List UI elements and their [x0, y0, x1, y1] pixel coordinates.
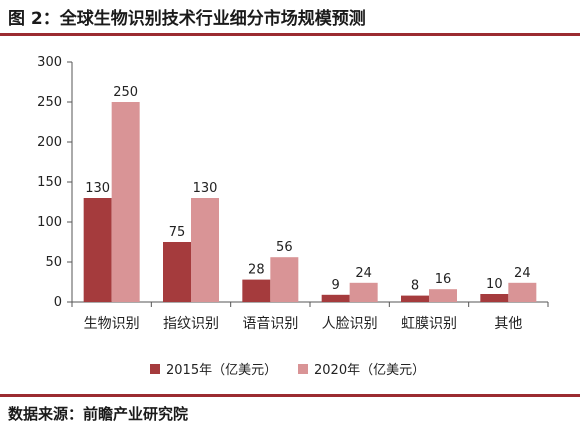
data-label: 28	[248, 263, 265, 278]
bar-2015	[401, 295, 429, 302]
x-category-label: 语音识别	[242, 315, 298, 332]
bar-2020	[111, 102, 140, 302]
bar-2020	[508, 282, 537, 302]
data-label: 10	[486, 277, 503, 292]
y-tick-label: 250	[37, 95, 62, 110]
data-label: 250	[113, 85, 138, 100]
bar-2015	[242, 279, 271, 302]
legend-label: 2020年（亿美元）	[314, 363, 425, 378]
data-label: 130	[193, 181, 218, 196]
labels-layer: 130 250 75 130 28 56 9 24 8 16 10 24	[85, 85, 530, 294]
x-category-label: 其他	[494, 316, 522, 332]
bar-2020	[429, 289, 457, 302]
data-label: 75	[169, 225, 186, 240]
source-rule	[0, 394, 580, 397]
x-category-label: 虹膜识别	[401, 316, 457, 332]
y-tick-label: 0	[54, 295, 62, 310]
source-note: 数据来源：前瞻产业研究院	[8, 405, 189, 423]
bar-2015	[321, 294, 350, 302]
bar-2020	[191, 198, 219, 302]
bar-2015	[83, 198, 112, 302]
legend: 2015年（亿美元） 2020年（亿美元）	[150, 363, 425, 378]
y-tick-label: 200	[37, 135, 62, 150]
data-label: 8	[411, 279, 419, 294]
data-label: 130	[85, 181, 110, 196]
data-label: 56	[276, 240, 293, 255]
y-tick-label: 50	[45, 255, 62, 270]
data-label: 24	[355, 266, 372, 281]
bars-layer	[83, 102, 537, 302]
y-tick-label: 150	[37, 175, 62, 190]
data-label: 9	[332, 278, 340, 293]
bar-2020	[349, 282, 378, 302]
x-category-label: 指纹识别	[163, 316, 219, 332]
title-rule	[0, 33, 580, 36]
y-tick-label: 100	[37, 215, 62, 230]
x-category-label: 生物识别	[84, 316, 140, 332]
x-category-label: 人脸识别	[322, 316, 378, 332]
bar-chart: 0 50 100 150 200 250 300 生物识别 指纹识别 语音识别 人脸识别 虹膜识别 其他…	[37, 55, 549, 378]
data-label: 24	[514, 266, 531, 281]
y-tick-label: 300	[37, 55, 62, 70]
legend-swatch	[298, 364, 308, 374]
legend-label: 2015年（亿美元）	[166, 363, 277, 378]
bar-2020	[270, 257, 299, 302]
figure-title: 图 2：全球生物识别技术行业细分市场规模预测	[8, 9, 366, 29]
legend-swatch	[150, 364, 160, 374]
bar-2015	[163, 242, 191, 302]
axis-layer: 0 50 100 150 200 250 300 生物识别 指纹识别 语音识别 人脸识别 虹膜识别 其他	[37, 55, 549, 332]
bar-2015	[480, 294, 509, 302]
data-label: 16	[435, 272, 452, 287]
